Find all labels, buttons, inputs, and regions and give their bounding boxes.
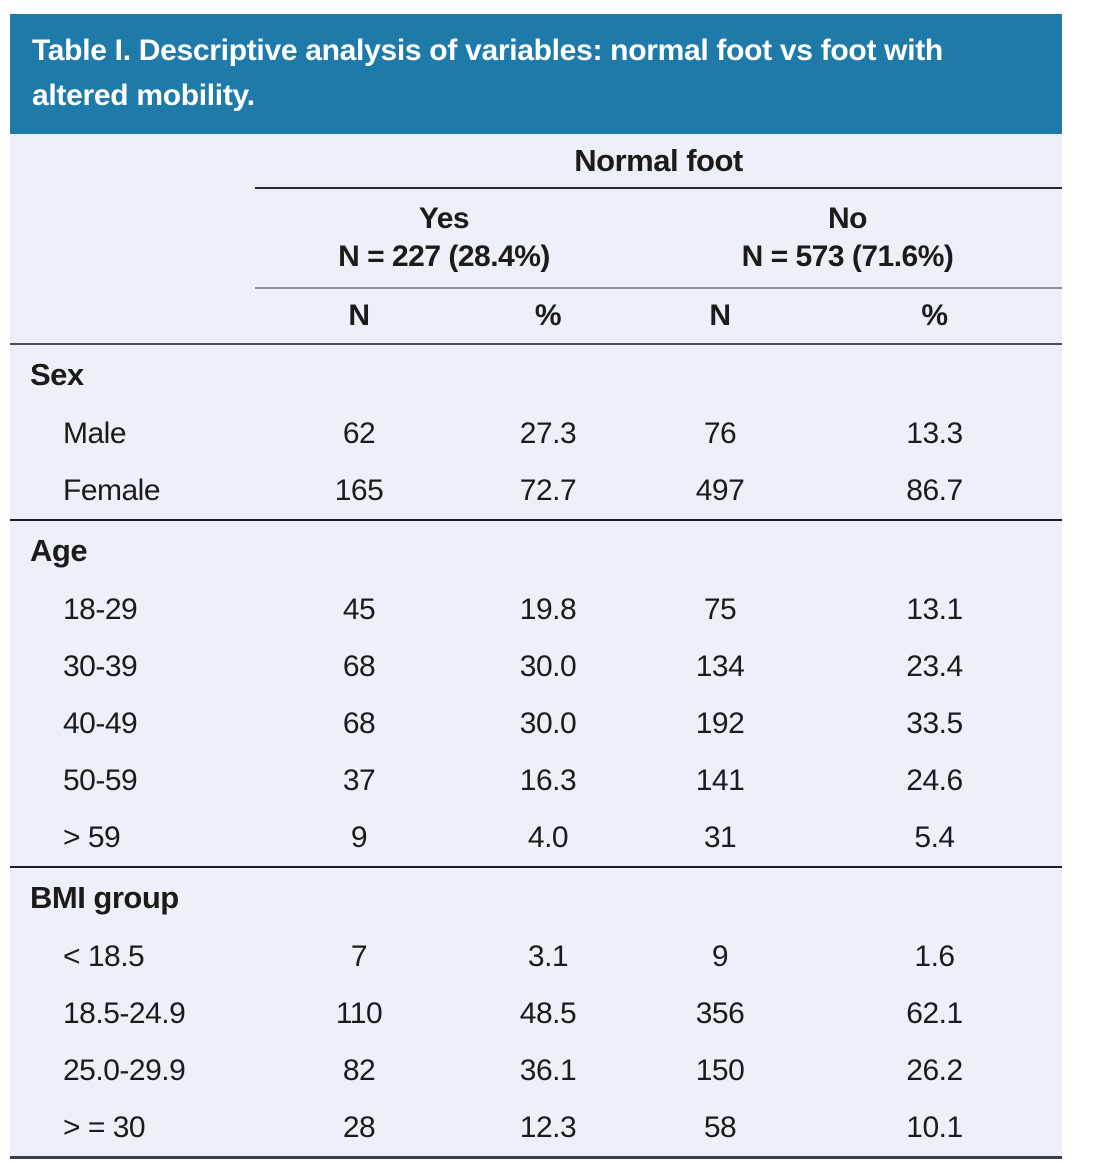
cell-value: 356 bbox=[695, 996, 745, 1030]
row-label: Male bbox=[63, 416, 127, 450]
row-label: 18-29 bbox=[63, 592, 138, 626]
group-header-label: Normal foot bbox=[255, 134, 1062, 189]
cell-value: 36.1 bbox=[519, 1053, 577, 1087]
cell-value: 33.5 bbox=[906, 706, 963, 740]
subgroup-no: No N = 573 (71.6%) bbox=[633, 189, 1062, 289]
cell-value: 68 bbox=[342, 649, 376, 683]
table-row: 30-39 68 30.0 134 23.4 bbox=[10, 638, 1062, 695]
table-row: 25.0-29.9 82 36.1 150 26.2 bbox=[10, 1042, 1062, 1099]
row-label: 50-59 bbox=[63, 763, 138, 797]
table-row: 18.5-24.9 110 48.5 356 62.1 bbox=[10, 985, 1062, 1042]
cell-value: 86.7 bbox=[906, 473, 963, 507]
subgroup-yes: Yes N = 227 (28.4%) bbox=[255, 189, 633, 289]
row-label: 25.0-29.9 bbox=[63, 1053, 186, 1087]
column-header-pct-yes: % bbox=[534, 299, 562, 332]
section-title-row: Sex bbox=[10, 345, 1062, 405]
cell-value: 75 bbox=[703, 592, 737, 626]
table-row: 50-59 37 16.3 141 24.6 bbox=[10, 752, 1062, 809]
cell-value: 7 bbox=[350, 939, 368, 973]
cell-value: 23.4 bbox=[906, 649, 963, 683]
cell-value: 19.8 bbox=[519, 592, 577, 626]
section-title-row: Age bbox=[10, 521, 1062, 581]
section-title-row: BMI group bbox=[10, 868, 1062, 928]
section-title: Age bbox=[30, 533, 88, 568]
cell-value: 192 bbox=[695, 706, 745, 740]
cell-value: 28 bbox=[342, 1110, 376, 1144]
cell-value: 13.1 bbox=[906, 592, 963, 626]
section-title: Sex bbox=[30, 357, 84, 392]
cell-value: 9 bbox=[350, 820, 368, 854]
table-title: Table I. Descriptive analysis of variabl… bbox=[32, 34, 943, 112]
section-title: BMI group bbox=[30, 880, 179, 915]
cell-value: 4.0 bbox=[527, 820, 569, 854]
row-label: 40-49 bbox=[63, 706, 138, 740]
cell-value: 62 bbox=[342, 416, 376, 450]
cell-value: 9 bbox=[711, 939, 729, 973]
section-sex: Sex Male 62 27.3 76 13.3 Female 165 72.7… bbox=[10, 345, 1062, 521]
section-age: Age 18-29 45 19.8 75 13.1 30-39 68 30.0 … bbox=[10, 521, 1062, 868]
data-table: Normal foot Yes N = 227 (28.4%) No N = 5… bbox=[10, 134, 1062, 1159]
table-row: Female 165 72.7 497 86.7 bbox=[10, 462, 1062, 519]
cell-value: 12.3 bbox=[519, 1110, 577, 1144]
cell-value: 30.0 bbox=[519, 649, 577, 683]
cell-value: 58 bbox=[703, 1110, 737, 1144]
cell-value: 10.1 bbox=[906, 1110, 963, 1144]
cell-value: 13.3 bbox=[906, 416, 963, 450]
cell-value: 24.6 bbox=[906, 763, 963, 797]
cell-value: 3.1 bbox=[527, 939, 569, 973]
table-row: < 18.5 7 3.1 9 1.6 bbox=[10, 928, 1062, 985]
cell-value: 134 bbox=[695, 649, 745, 683]
subgroup-yes-count: N = 227 (28.4%) bbox=[338, 240, 550, 273]
cell-value: 30.0 bbox=[519, 706, 577, 740]
row-label: Female bbox=[63, 473, 161, 507]
cell-value: 72.7 bbox=[519, 473, 577, 507]
table-row: 18-29 45 19.8 75 13.1 bbox=[10, 581, 1062, 638]
cell-value: 497 bbox=[695, 473, 745, 507]
column-header-pct-no: % bbox=[921, 299, 948, 332]
subgroup-yes-label: Yes bbox=[418, 202, 470, 235]
row-label: > 59 bbox=[63, 820, 121, 854]
column-header-n-yes: N bbox=[348, 299, 370, 332]
table-title-bar: Table I. Descriptive analysis of variabl… bbox=[10, 14, 1062, 134]
cell-value: 141 bbox=[695, 763, 745, 797]
cell-value: 26.2 bbox=[906, 1053, 963, 1087]
cell-value: 62.1 bbox=[906, 996, 963, 1030]
subgroup-no-label: No bbox=[828, 202, 868, 235]
cell-value: 16.3 bbox=[519, 763, 577, 797]
cell-value: 31 bbox=[703, 820, 737, 854]
table-row: 40-49 68 30.0 192 33.5 bbox=[10, 695, 1062, 752]
cell-value: 27.3 bbox=[519, 416, 577, 450]
table-row: > 59 9 4.0 31 5.4 bbox=[10, 809, 1062, 866]
cell-value: 1.6 bbox=[914, 939, 955, 973]
cell-value: 37 bbox=[342, 763, 376, 797]
row-label: 30-39 bbox=[63, 649, 138, 683]
cell-value: 110 bbox=[335, 996, 383, 1030]
table-row: Male 62 27.3 76 13.3 bbox=[10, 405, 1062, 462]
row-label: > = 30 bbox=[63, 1110, 146, 1144]
cell-value: 45 bbox=[342, 592, 376, 626]
column-header-n-no: N bbox=[709, 299, 731, 332]
row-label: 18.5-24.9 bbox=[63, 996, 186, 1030]
table-row: > = 30 28 12.3 58 10.1 bbox=[10, 1099, 1062, 1156]
cell-value: 165 bbox=[334, 473, 384, 507]
column-header-row: N % N % bbox=[10, 289, 1062, 345]
table-sheet: Table I. Descriptive analysis of variabl… bbox=[10, 14, 1062, 1159]
cell-value: 82 bbox=[342, 1053, 376, 1087]
cell-value: 48.5 bbox=[519, 996, 577, 1030]
row-label: < 18.5 bbox=[63, 939, 145, 973]
cell-value: 150 bbox=[695, 1053, 745, 1087]
cell-value: 76 bbox=[703, 416, 737, 450]
cell-value: 68 bbox=[342, 706, 376, 740]
cell-value: 5.4 bbox=[914, 820, 955, 854]
subgroup-no-count: N = 573 (71.6%) bbox=[741, 240, 954, 273]
group-header-row: Normal foot bbox=[10, 134, 1062, 189]
subgroup-header-row: Yes N = 227 (28.4%) No N = 573 (71.6%) bbox=[10, 189, 1062, 289]
section-bmi-group: BMI group < 18.5 7 3.1 9 1.6 18.5-24.9 1… bbox=[10, 868, 1062, 1156]
